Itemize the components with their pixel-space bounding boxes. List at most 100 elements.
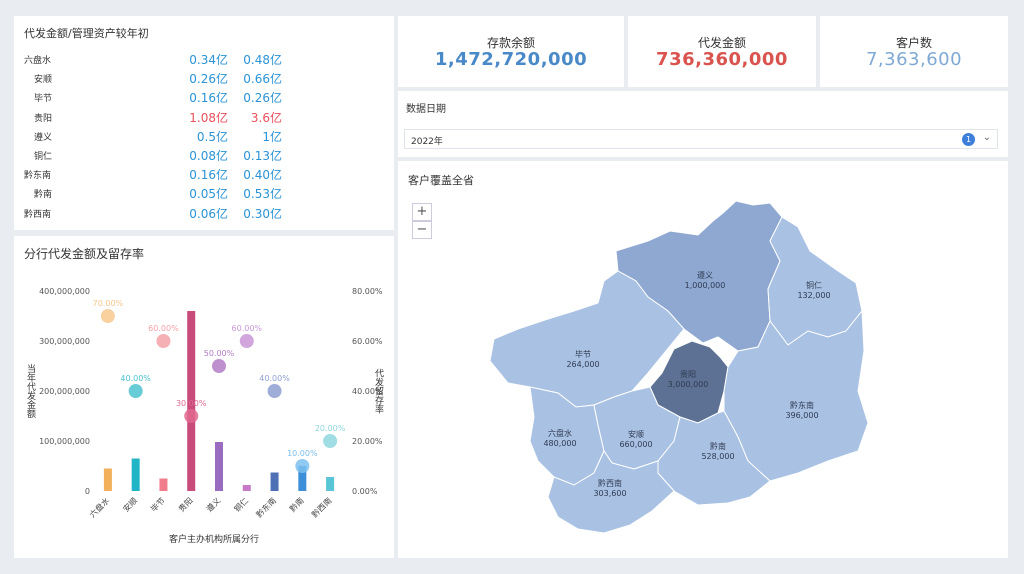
y2-tick-label: 20.00%: [352, 437, 383, 446]
payroll-change-value: 0.16亿: [189, 91, 228, 106]
retention-label: 60.00%: [232, 324, 263, 333]
asset-change-value: 0.48亿: [243, 53, 282, 67]
retention-label: 30.00%: [176, 399, 207, 408]
branch-row: 黔东南 0.16亿 0.40亿: [14, 165, 394, 184]
y-tick-label: 300,000,000: [39, 337, 90, 346]
map-region-value: 264,000: [566, 360, 599, 369]
branch-name: 遵义: [34, 132, 53, 143]
payroll-change-value: 1.08亿: [189, 110, 228, 125]
bar: [159, 478, 168, 491]
branch-name: 黔东南: [24, 171, 52, 182]
map-region-value: 480,000: [543, 439, 576, 448]
retention-point: [212, 359, 226, 373]
kpi-customers-label: 客户数: [895, 36, 932, 50]
kpi-customers-value: 7,363,600: [865, 49, 963, 70]
x-tick-label: 安顺: [121, 495, 139, 513]
branch-name: 贵阳: [34, 113, 53, 124]
bar: [131, 458, 140, 491]
date-filter-panel: 数据日期 2022年 1 ⌄: [398, 91, 1008, 157]
branch-name: 黔西南: [24, 209, 52, 220]
map-region-name: 贵阳: [680, 369, 696, 379]
bar: [187, 311, 196, 491]
kpi-payroll-value: 736,360,000: [656, 49, 788, 70]
payroll-change-value: 0.05亿: [189, 187, 228, 202]
year-select-value: 2022年: [411, 137, 443, 147]
zoom-in-button[interactable]: +: [412, 203, 432, 221]
x-tick-label: 黔南: [287, 495, 305, 513]
retention-label: 60.00%: [148, 324, 179, 333]
y2-tick-label: 40.00%: [352, 387, 383, 396]
kpi-deposit-label: 存款余额: [486, 36, 535, 50]
map-region-qianxinan[interactable]: [547, 449, 675, 534]
retention-point: [267, 384, 282, 398]
x-tick-label: 六盘水: [87, 495, 111, 519]
retention-point: [100, 309, 115, 323]
chevron-down-icon[interactable]: ⌄: [982, 132, 991, 143]
y-tick-label: 200,000,000: [39, 387, 90, 396]
x-tick-label: 遵义: [204, 495, 222, 513]
x-tick-label: 贵阳: [176, 495, 194, 513]
retention-point: [128, 384, 143, 398]
asset-change-value: 0.53亿: [243, 187, 282, 202]
map-region-name: 毕节: [575, 349, 591, 359]
map-region-name: 黔东南: [790, 400, 814, 410]
year-select[interactable]: 2022年 1 ⌄: [404, 129, 998, 149]
y-tick-label: 100,000,000: [39, 437, 90, 446]
y-tick-label: 400,000,000: [39, 287, 90, 296]
branch-name: 毕节: [34, 94, 53, 105]
payroll-change-value: 0.16亿: [189, 168, 228, 183]
retention-label: 50.00%: [204, 349, 235, 358]
payroll-change-value: 0.5亿: [196, 129, 228, 144]
date-filter-title: 数据日期: [406, 104, 446, 115]
y-tick-label: 0: [85, 487, 90, 496]
zoom-out-button[interactable]: −: [412, 221, 432, 239]
x-tick-label: 黔东南: [254, 495, 278, 519]
asset-change-value: 0.40亿: [243, 168, 282, 183]
y-axis-label: 当年代发金额: [25, 363, 36, 419]
bar: [298, 466, 307, 491]
retention-label: 20.00%: [315, 424, 346, 433]
branch-name: 安顺: [34, 75, 53, 86]
y2-axis-label: 代发留存率: [373, 368, 384, 414]
x-tick-label: 黔西南: [309, 495, 333, 519]
map-region-value: 132,000: [797, 291, 830, 300]
branch-name: 六盘水: [24, 56, 52, 66]
y2-tick-label: 60.00%: [352, 337, 383, 346]
bar: [270, 472, 279, 491]
chart-panel-title: 分行代发金额及留存率: [24, 247, 145, 261]
branch-row: 遵义 0.5亿 1亿: [14, 127, 394, 146]
retention-label: 40.00%: [120, 374, 151, 383]
payroll-change-value: 0.26亿: [189, 72, 228, 87]
asset-change-value: 0.26亿: [243, 91, 282, 106]
kpi-deposit-value: 1,472,720,000: [434, 49, 588, 70]
y2-tick-label: 80.00%: [352, 287, 383, 296]
asset-change-value: 0.13亿: [243, 149, 282, 163]
branch-row: 安顺 0.26亿 0.66亿: [14, 69, 394, 88]
retention-point: [184, 409, 199, 423]
branch-row: 贵阳 1.08亿 3.6亿: [14, 108, 394, 127]
branch-row: 黔西南 0.06亿 0.30亿: [14, 204, 394, 223]
map-region-value: 396,000: [785, 411, 818, 420]
branch-name: 铜仁: [34, 152, 53, 162]
retention-chart: 0 100,000,000 200,000,000 300,000,000 400,00…: [25, 287, 384, 545]
map-region-name: 黔南: [710, 441, 726, 451]
branch-row: 铜仁 0.08亿 0.13亿: [14, 146, 394, 165]
map-panel: 客户覆盖全省 + − 遵义 1,000,000 铜仁 132,000 毕节 264,000…: [398, 161, 1008, 558]
payroll-change-value: 0.08亿: [189, 149, 228, 163]
payroll-change-value: 0.06亿: [189, 206, 228, 221]
kpi-payroll: 代发金额 736,360,000: [628, 16, 816, 87]
table-panel-title: 代发金额/管理资产较年初: [24, 27, 149, 40]
asset-change-value: 1亿: [262, 129, 282, 144]
asset-change-value: 0.30亿: [243, 206, 282, 221]
map-region-name: 六盘水: [548, 428, 572, 438]
retention-label: 40.00%: [259, 374, 290, 383]
map-region-name: 铜仁: [806, 280, 822, 290]
bar: [326, 477, 335, 491]
branch-name: 黔南: [34, 190, 53, 201]
map-region-value: 3,000,000: [668, 380, 709, 389]
branch-row: 毕节 0.16亿 0.26亿: [14, 88, 394, 107]
map-region-value: 1,000,000: [685, 281, 726, 290]
map-region-value: 303,600: [593, 489, 626, 498]
x-tick-label: 毕节: [148, 495, 166, 513]
